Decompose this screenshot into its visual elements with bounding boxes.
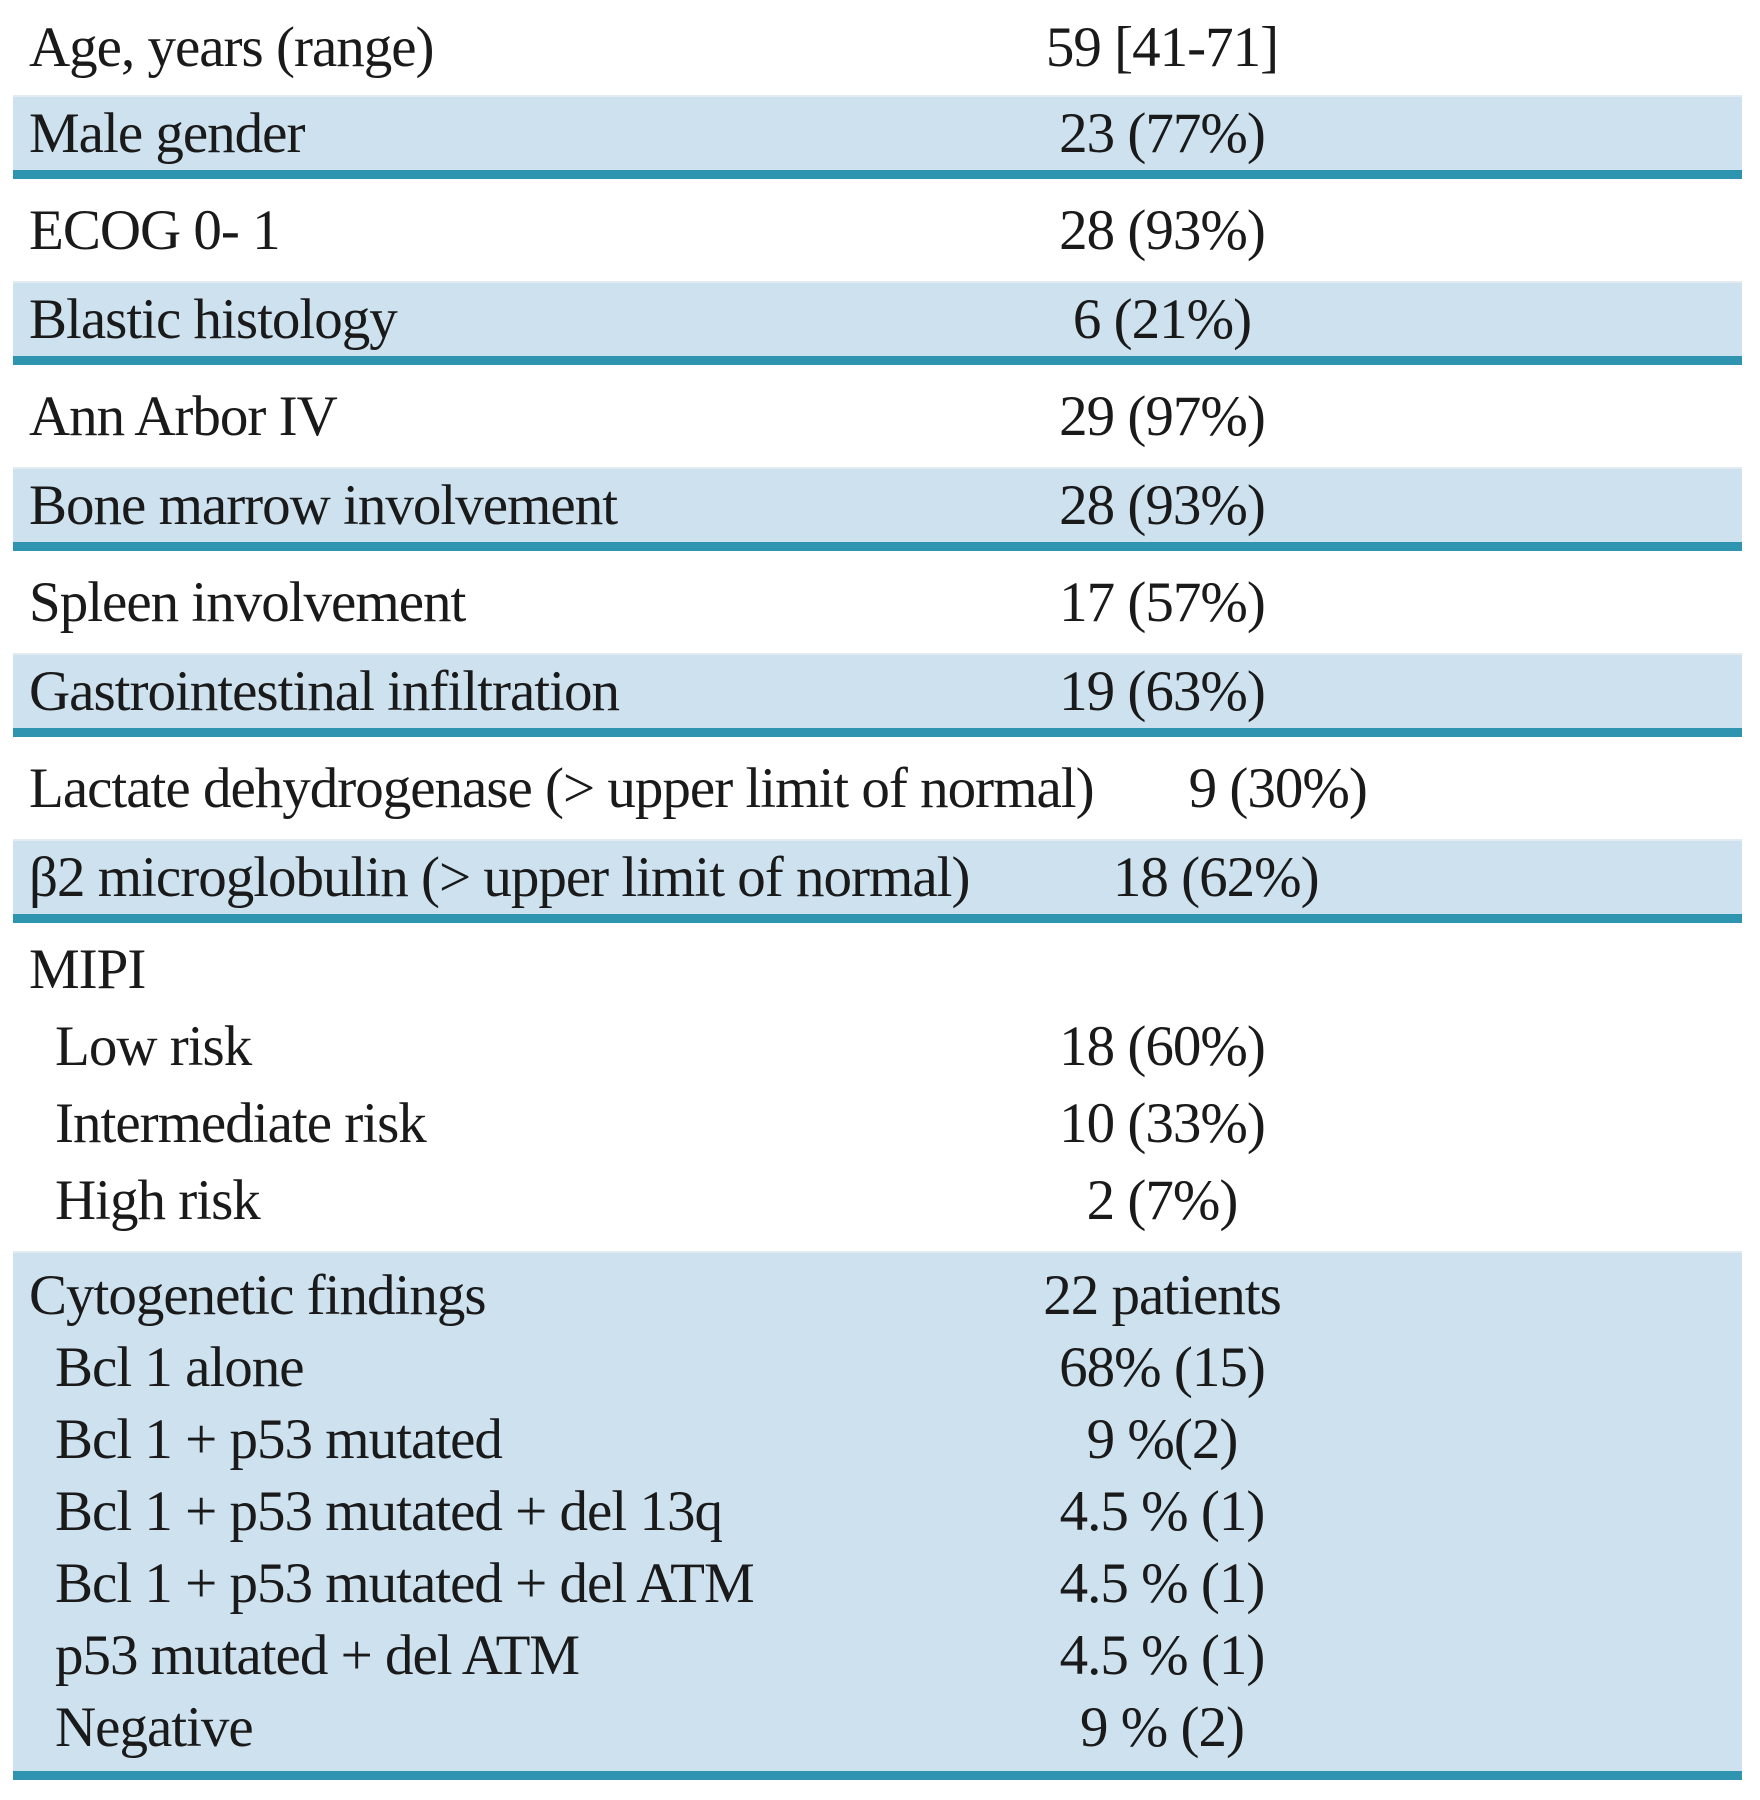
row-label: ECOG 0- 1 (29, 198, 281, 262)
table-row: MIPI (13, 931, 1742, 1008)
row-label: Low risk (55, 1015, 252, 1078)
row-label: Male gender (29, 102, 305, 165)
table-section: β2 microglobulin (> upper limit of norma… (13, 839, 1742, 923)
table-row: Blastic histology 6 (21%) (13, 283, 1742, 356)
row-value: 9 (30%) (1188, 756, 1368, 820)
row-label: High risk (55, 1169, 261, 1232)
table-row: Bone marrow involvement 28 (93%) (13, 469, 1742, 542)
table-row: Negative 9 % (2) (13, 1691, 1742, 1763)
table-row: ECOG 0- 1 28 (93%) (13, 179, 1742, 281)
row-value: 10 (33%) (1059, 1092, 1266, 1155)
row-value: 19 (63%) (1059, 660, 1266, 723)
table-section: Spleen involvement 17 (57%) (13, 551, 1742, 653)
table-row: Spleen involvement 17 (57%) (13, 551, 1742, 653)
table-row: β2 microglobulin (> upper limit of norma… (13, 841, 1742, 914)
row-label: β2 microglobulin (> upper limit of norma… (29, 846, 970, 909)
row-value: 4.5 % (1) (1059, 1479, 1266, 1543)
row-label: Spleen involvement (29, 570, 466, 634)
table-section: Gastrointestinal infiltration 19 (63%) (13, 653, 1742, 737)
table-row: Intermediate risk 10 (33%) (13, 1085, 1742, 1162)
table-row: Bcl 1 + p53 mutated 9 %(2) (13, 1403, 1742, 1475)
row-label: Cytogenetic findings (29, 1263, 487, 1327)
row-label: Bcl 1 + p53 mutated + del ATM (55, 1551, 755, 1615)
row-label: Intermediate risk (55, 1092, 427, 1155)
row-value: 23 (77%) (1059, 102, 1266, 165)
row-label: Bone marrow involvement (29, 474, 618, 537)
row-value: 9 %(2) (1086, 1407, 1239, 1471)
table-row: Low risk 18 (60%) (13, 1008, 1742, 1085)
table-row: Bcl 1 + p53 mutated + del 13q 4.5 % (1) (13, 1475, 1742, 1547)
table-row: Male gender 23 (77%) (13, 97, 1742, 170)
table-section: Bone marrow involvement 28 (93%) (13, 467, 1742, 551)
row-label: Negative (55, 1695, 254, 1759)
table-row: Age, years (range) 59 [41-71] (13, 0, 1742, 95)
row-label: Bcl 1 alone (55, 1335, 305, 1399)
row-value: 29 (97%) (1059, 384, 1266, 448)
table-section: Cytogenetic findings 22 patients Bcl 1 alo… (13, 1251, 1742, 1780)
row-value: 9 % (2) (1080, 1695, 1245, 1759)
row-label: Bcl 1 + p53 mutated (55, 1407, 503, 1471)
table-row: Lactate dehydrogenase (> upper limit of … (13, 737, 1742, 839)
table-row: Bcl 1 alone 68% (15) (13, 1331, 1742, 1403)
table-section: MIPI Low risk 18 (60%) Intermediate risk 10 … (13, 923, 1742, 1251)
table-section: Ann Arbor IV 29 (97%) (13, 365, 1742, 467)
row-value: 28 (93%) (1059, 474, 1266, 537)
table-section: Lactate dehydrogenase (> upper limit of … (13, 737, 1742, 839)
table-row: Cytogenetic findings 22 patients (13, 1259, 1742, 1331)
row-label: Gastrointestinal infiltration (29, 660, 620, 723)
table-row: High risk 2 (7%) (13, 1162, 1742, 1239)
row-label: MIPI (29, 938, 146, 1001)
table-section: ECOG 0- 1 28 (93%) (13, 179, 1742, 281)
row-value: 4.5 % (1) (1059, 1623, 1266, 1687)
row-value: 59 [41-71] (1045, 16, 1279, 79)
table-row: Ann Arbor IV 29 (97%) (13, 365, 1742, 467)
row-value: 6 (21%) (1072, 288, 1252, 351)
row-value: 28 (93%) (1059, 198, 1266, 262)
row-value: 68% (15) (1059, 1335, 1266, 1399)
row-value: 17 (57%) (1059, 570, 1266, 634)
row-label: p53 mutated + del ATM (55, 1623, 580, 1687)
patient-characteristics-table: Age, years (range) 59 [41-71] Male gender 2… (13, 0, 1742, 1780)
table-row: Bcl 1 + p53 mutated + del ATM 4.5 % (1) (13, 1547, 1742, 1619)
row-value: 22 patients (1043, 1263, 1282, 1327)
row-value: 2 (7%) (1086, 1169, 1239, 1232)
row-label: Ann Arbor IV (29, 384, 338, 448)
row-value: 18 (62%) (1112, 846, 1320, 909)
row-value: 18 (60%) (1059, 1015, 1266, 1078)
table-row: p53 mutated + del ATM 4.5 % (1) (13, 1619, 1742, 1691)
row-label: Bcl 1 + p53 mutated + del 13q (55, 1479, 723, 1543)
table-section: Male gender 23 (77%) (13, 95, 1742, 179)
table-row: Gastrointestinal infiltration 19 (63%) (13, 655, 1742, 728)
row-label: Lactate dehydrogenase (> upper limit of … (29, 756, 1095, 820)
table-section: Blastic histology 6 (21%) (13, 281, 1742, 365)
row-label: Age, years (range) (29, 16, 435, 79)
row-value: 4.5 % (1) (1059, 1551, 1266, 1615)
row-label: Blastic histology (29, 288, 398, 351)
table-section: Age, years (range) 59 [41-71] (13, 0, 1742, 95)
